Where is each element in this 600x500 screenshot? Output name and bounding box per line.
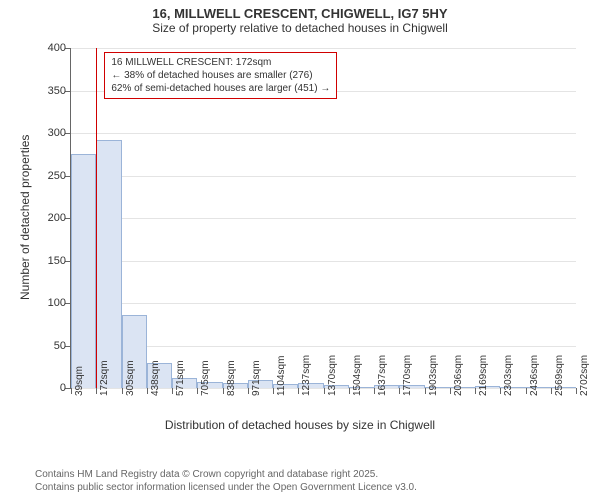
- footer-attribution: Contains HM Land Registry data © Crown c…: [35, 468, 417, 494]
- annotation-line: 16 MILLWELL CRESCENT: 172sqm: [111, 56, 330, 69]
- chart-plot-area: 05010015020025030035040039sqm172sqm305sq…: [70, 48, 576, 389]
- x-tick: [450, 388, 451, 394]
- x-tick-label: 1104sqm: [276, 356, 287, 396]
- x-tick-label: 571sqm: [175, 360, 186, 396]
- x-tick: [551, 388, 552, 394]
- y-tick-label: 100: [48, 297, 66, 309]
- x-tick: [298, 388, 299, 394]
- x-tick: [500, 388, 501, 394]
- x-tick-label: 305sqm: [125, 360, 136, 396]
- x-tick-label: 2702sqm: [579, 355, 590, 396]
- x-tick: [147, 388, 148, 394]
- gridline: [71, 218, 576, 219]
- marker-line: [96, 48, 97, 388]
- x-tick: [526, 388, 527, 394]
- gridline: [71, 303, 576, 304]
- x-tick: [96, 388, 97, 394]
- x-tick: [223, 388, 224, 394]
- x-tick-label: 1903sqm: [428, 355, 439, 396]
- x-tick-label: 2569sqm: [554, 355, 565, 396]
- gridline: [71, 261, 576, 262]
- histogram-bar: [96, 140, 121, 388]
- x-tick-label: 438sqm: [150, 360, 161, 396]
- x-tick-label: 1770sqm: [402, 355, 413, 396]
- y-axis-title: Number of detached properties: [18, 135, 32, 300]
- y-tick-label: 250: [48, 170, 66, 182]
- x-tick-label: 838sqm: [226, 360, 237, 396]
- x-tick-label: 705sqm: [200, 360, 211, 396]
- gridline: [71, 133, 576, 134]
- x-tick: [576, 388, 577, 394]
- x-tick-label: 2036sqm: [453, 355, 464, 396]
- annotation-line: ← 38% of detached houses are smaller (27…: [111, 69, 330, 82]
- x-tick: [197, 388, 198, 394]
- x-tick: [248, 388, 249, 394]
- x-tick-label: 2303sqm: [503, 355, 514, 396]
- x-tick: [374, 388, 375, 394]
- y-tick-label: 200: [48, 212, 66, 224]
- x-tick: [324, 388, 325, 394]
- x-tick-label: 172sqm: [99, 360, 110, 396]
- x-tick: [475, 388, 476, 394]
- x-tick: [399, 388, 400, 394]
- page-title: 16, MILLWELL CRESCENT, CHIGWELL, IG7 5HY: [0, 6, 600, 21]
- x-tick: [172, 388, 173, 394]
- annotation-line: 62% of semi-detached houses are larger (…: [111, 82, 330, 95]
- page-subtitle: Size of property relative to detached ho…: [0, 21, 600, 35]
- gridline: [71, 48, 576, 49]
- x-tick: [273, 388, 274, 394]
- histogram-bar: [71, 154, 96, 388]
- footer-line: Contains public sector information licen…: [35, 481, 417, 494]
- x-tick-label: 1237sqm: [301, 355, 312, 396]
- x-tick-label: 971sqm: [251, 360, 262, 396]
- gridline: [71, 176, 576, 177]
- y-tick-label: 0: [60, 382, 66, 394]
- y-tick-label: 150: [48, 255, 66, 267]
- x-tick: [349, 388, 350, 394]
- footer-line: Contains HM Land Registry data © Crown c…: [35, 468, 417, 481]
- x-axis-title: Distribution of detached houses by size …: [0, 418, 600, 432]
- x-tick-label: 2169sqm: [478, 355, 489, 396]
- x-tick: [71, 388, 72, 394]
- x-tick: [122, 388, 123, 394]
- y-tick-label: 350: [48, 85, 66, 97]
- gridline: [71, 346, 576, 347]
- annotation-box: 16 MILLWELL CRESCENT: 172sqm← 38% of det…: [104, 52, 337, 99]
- x-tick-label: 1637sqm: [377, 355, 388, 396]
- x-tick: [425, 388, 426, 394]
- y-tick-label: 400: [48, 42, 66, 54]
- y-tick-label: 50: [54, 340, 66, 352]
- x-tick-label: 2436sqm: [529, 355, 540, 396]
- x-tick-label: 1504sqm: [352, 355, 363, 396]
- x-tick-label: 39sqm: [74, 366, 85, 396]
- x-tick-label: 1370sqm: [327, 355, 338, 396]
- y-tick-label: 300: [48, 127, 66, 139]
